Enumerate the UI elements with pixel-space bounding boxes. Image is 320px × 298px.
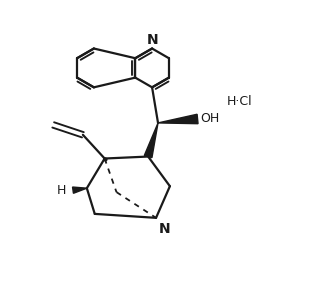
Text: N: N [146,32,158,46]
Text: H·Cl: H·Cl [226,95,252,108]
Polygon shape [144,123,158,158]
Text: N: N [159,222,171,236]
Text: OH: OH [201,112,220,125]
Polygon shape [158,114,198,124]
Text: H: H [57,184,66,197]
Polygon shape [73,187,87,193]
